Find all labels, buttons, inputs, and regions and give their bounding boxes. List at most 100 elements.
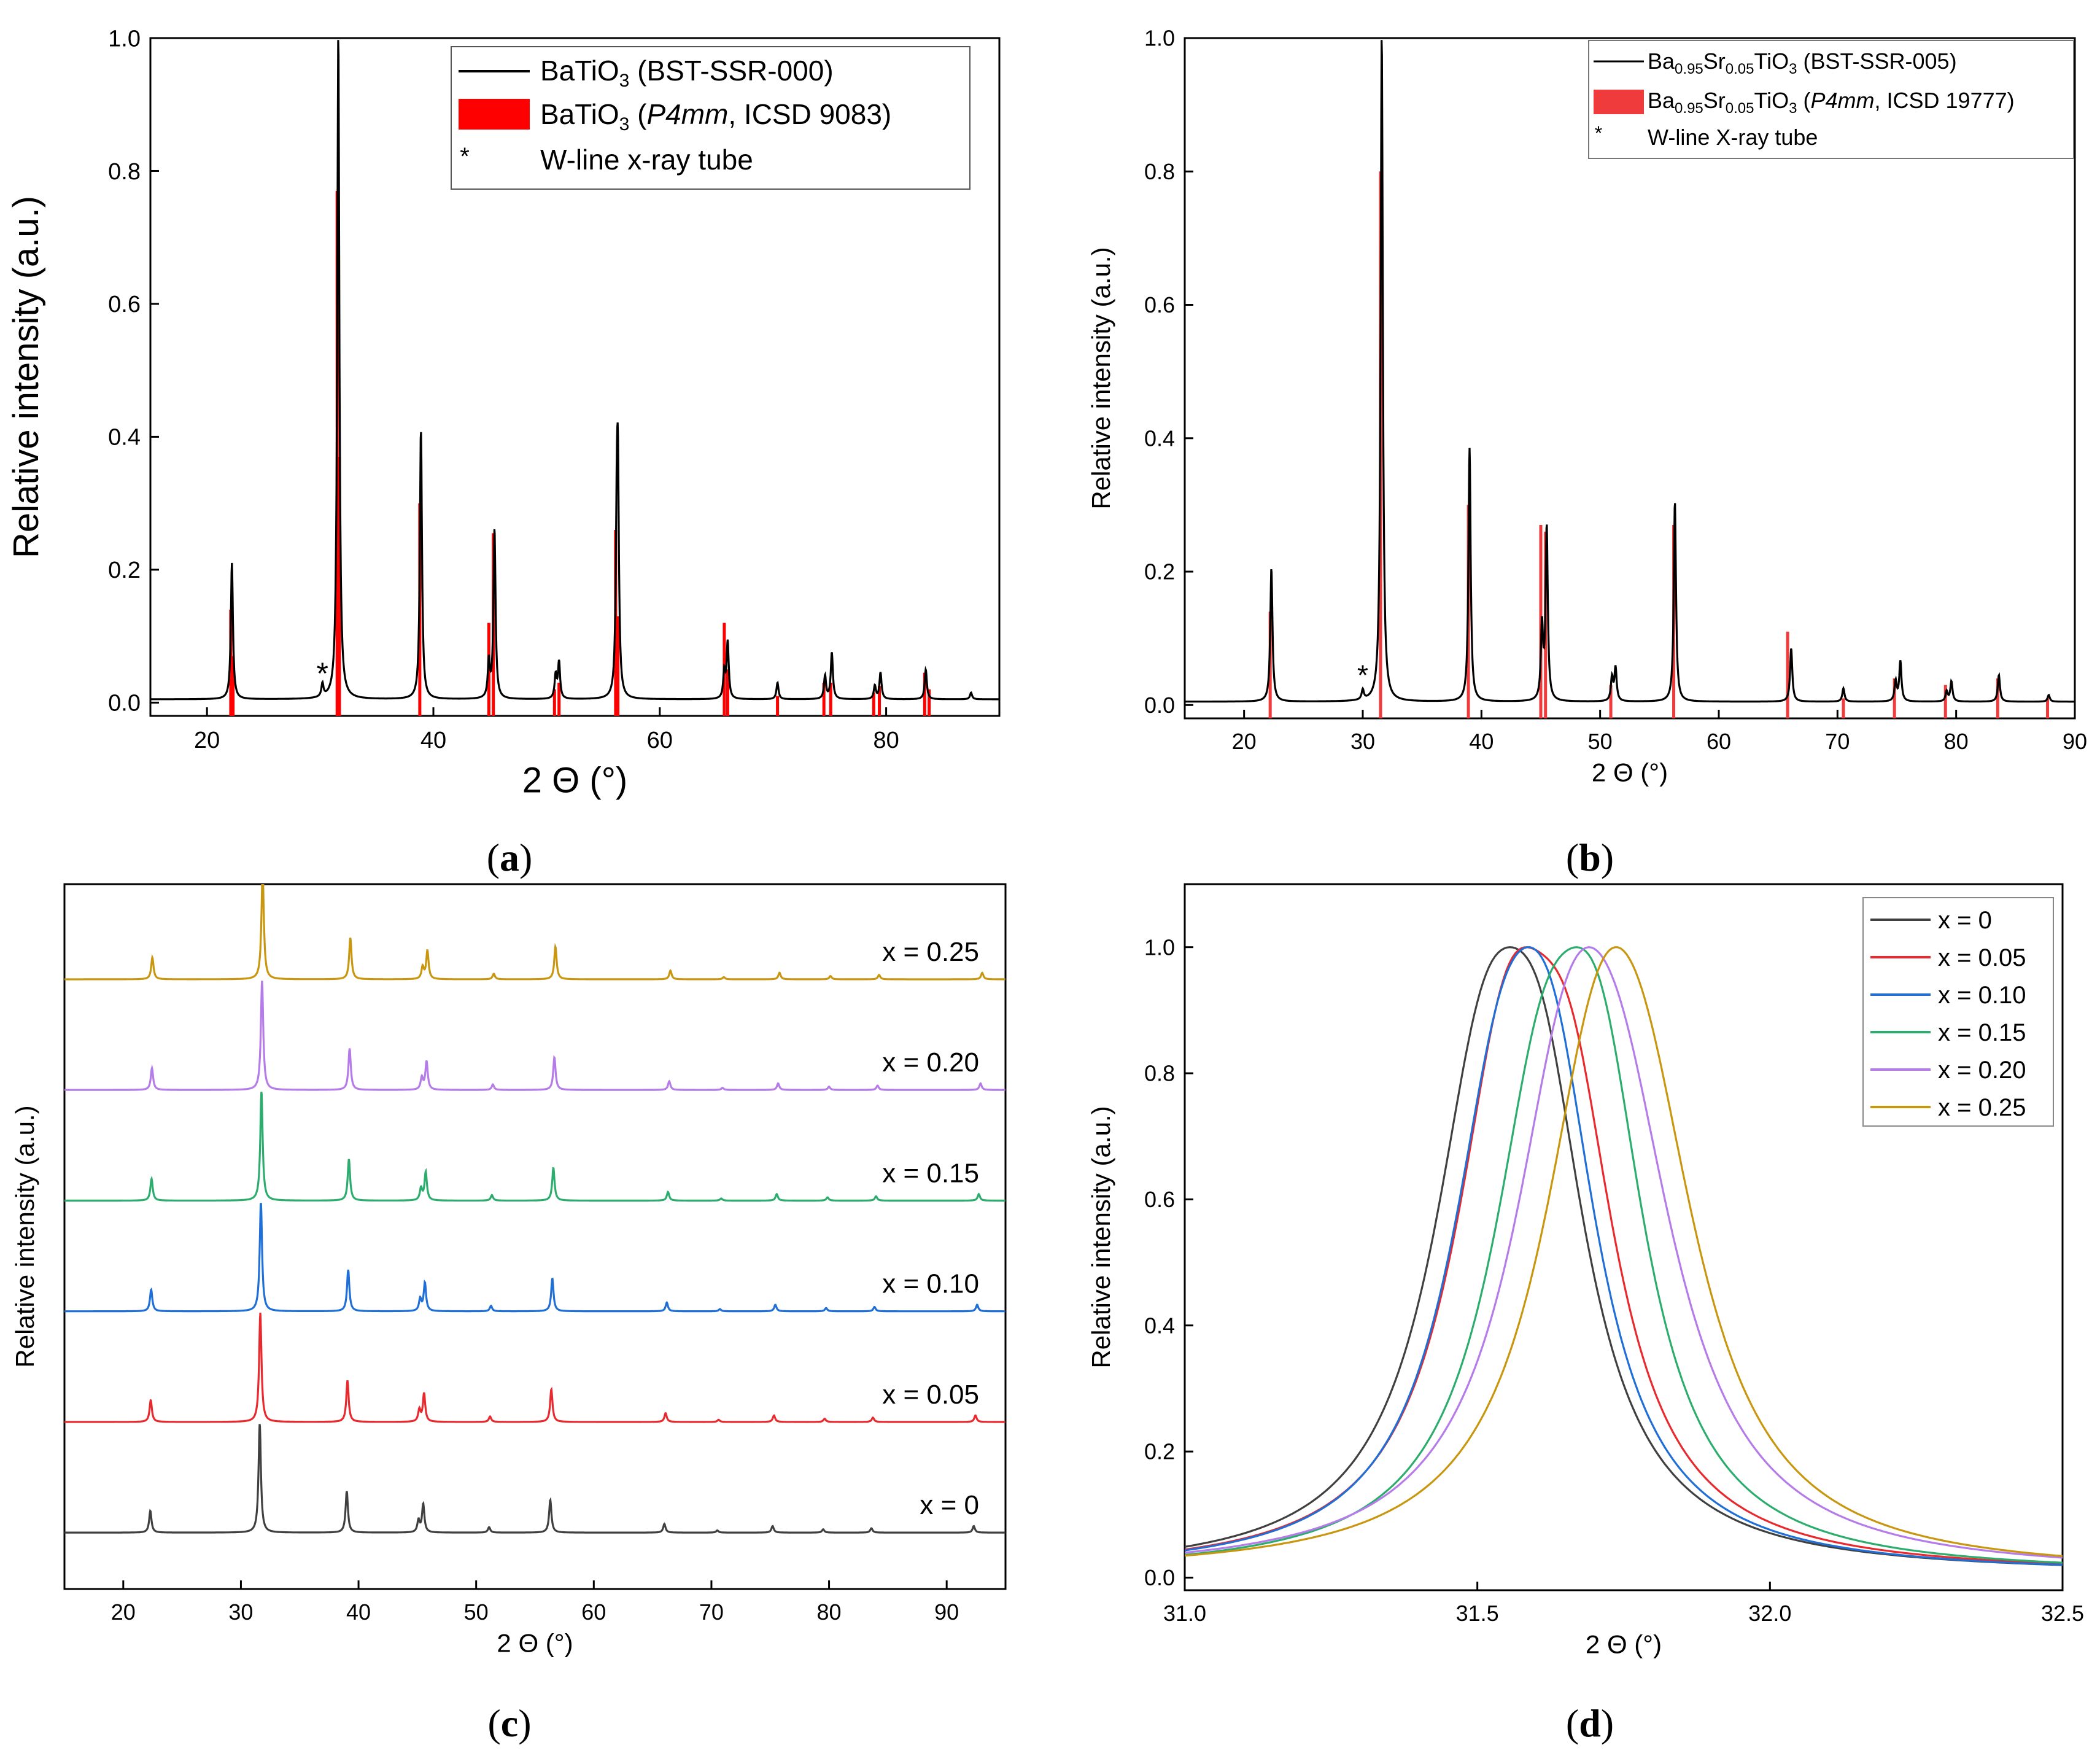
x-axis-label: 2 Θ (°): [497, 1629, 573, 1658]
plot-frame: [1184, 37, 2076, 720]
legend-entry-observed: BaTiO3 (BST-SSR-000): [540, 55, 834, 91]
stacked-pattern-line: [64, 981, 1005, 1091]
y-axis-label: Relative intensity (a.u.): [1087, 247, 1115, 509]
stacked-pattern-line: [64, 884, 1005, 981]
plot-area: [1185, 946, 2063, 1566]
y-tick-label: 1.0: [1144, 934, 1175, 960]
peak-profile-line: [1185, 946, 2063, 1557]
x-tick-label: 70: [1825, 729, 1850, 754]
x-tick-label: 40: [346, 1599, 371, 1625]
legend: BaTiO3 (BST-SSR-000) BaTiO3 (P4mm, ICSD 9…: [451, 46, 971, 190]
legend-entry-w-line: W-line x-ray tube: [540, 144, 753, 176]
stacked-pattern-line: [64, 1202, 1005, 1313]
legend-bar-swatch: [1594, 90, 1644, 114]
x-tick-label: 31.0: [1163, 1601, 1206, 1626]
annotation-star: *: [1357, 659, 1368, 691]
series-label: x = 0: [920, 1490, 979, 1520]
x-tick-label: 60: [1707, 729, 1731, 754]
plot-frame: [1184, 883, 2064, 1591]
legend: x = 0 x = 0.05 x = 0.10 x = 0.15 x = 0.20 x =…: [1862, 897, 2054, 1127]
y-tick-label: 0.2: [1144, 1439, 1175, 1464]
stacked-pattern-line: [64, 1424, 1005, 1534]
y-tick-label: 1.0: [1144, 26, 1175, 51]
legend-entry: x = 0.20: [1938, 1057, 2026, 1084]
x-tick-label: 31.5: [1456, 1601, 1499, 1626]
legend-entry-w-line: W-line X-ray tube: [1648, 125, 1818, 150]
legend-entry: x = 0.05: [1938, 944, 2026, 971]
peak-profile-line: [1185, 946, 2063, 1559]
x-axis-label: 2 Θ (°): [522, 761, 627, 801]
legend-entry-observed: Ba0.95Sr0.05TiO3 (BST-SSR-005): [1648, 49, 1957, 77]
plot-area: [1185, 40, 2075, 718]
legend-star-symbol: *: [460, 143, 470, 170]
x-axis-label: 2 Θ (°): [1586, 1630, 1662, 1659]
panel-label-a: (a): [487, 836, 533, 879]
panel-b-chart: 20 30 40 50 60 70 80 90 0.0 0.2 0.4 0.6 0.8 1.0 2 Θ (°…: [1087, 26, 2087, 787]
y-axis-label: Relative intensity (a.u.): [10, 1105, 39, 1367]
x-tick-label: 20: [111, 1599, 136, 1625]
x-tick-label: 80: [1944, 729, 1969, 754]
x-tick-label: 30: [1350, 729, 1375, 754]
y-tick-label: 0.0: [1144, 1565, 1175, 1590]
legend: Ba0.95Sr0.05TiO3 (BST-SSR-005) Ba0.95Sr0.…: [1588, 40, 2074, 159]
panel-a-chart: 20 40 60 80 0.0 0.2 0.4 0.6 0.8 1.0 2 Θ (°) Relativ…: [6, 26, 1001, 801]
y-tick-label: 0.6: [108, 292, 141, 317]
y-tick-label: 1.0: [108, 26, 141, 52]
y-tick-label: 0.8: [108, 159, 141, 185]
y-axis-label: Relative intensity (a.u.): [1087, 1106, 1115, 1368]
y-tick-label: 0.6: [1144, 292, 1175, 317]
plot-area: [64, 884, 1005, 1534]
legend-bar-swatch: [459, 99, 530, 130]
legend-entry-reference: BaTiO3 (P4mm, ICSD 9083): [540, 98, 891, 134]
xrd-pattern-line: [150, 40, 999, 701]
plot-frame: [63, 883, 1007, 1590]
legend-box: [1862, 897, 2054, 1127]
panel-label-d: (d): [1566, 1701, 1614, 1745]
x-tick-label: 80: [873, 728, 899, 753]
y-tick-label: 0.0: [108, 691, 141, 717]
x-tick-label: 70: [699, 1599, 724, 1625]
x-tick-label: 20: [1232, 729, 1257, 754]
y-tick-label: 0.8: [1144, 1061, 1175, 1086]
x-tick-label: 32.5: [2041, 1601, 2084, 1626]
panel-c-chart: 20 30 40 50 60 70 80 90 2 Θ (°) Relative intensit…: [10, 883, 1007, 1658]
legend-star-symbol: *: [1595, 122, 1602, 144]
x-tick-label: 50: [464, 1599, 489, 1625]
x-tick-label: 40: [1469, 729, 1494, 754]
peak-profile-line: [1185, 946, 2063, 1566]
panel-label-c: (c): [487, 1701, 531, 1745]
y-tick-label: 0.2: [108, 557, 141, 583]
legend-entry-reference: Ba0.95Sr0.05TiO3 (P4mm, ICSD 19777): [1648, 88, 2015, 117]
series-label: x = 0.10: [882, 1269, 979, 1299]
legend-entry: x = 0.10: [1938, 982, 2026, 1009]
x-tick-label: 40: [420, 728, 446, 753]
panel-label-b: (b): [1566, 836, 1614, 879]
plot-frame: [149, 37, 1001, 717]
x-tick-label: 90: [2063, 729, 2087, 754]
annotation-star: *: [317, 656, 328, 691]
series-label: x = 0.05: [882, 1380, 979, 1410]
stacked-pattern-line: [64, 1092, 1005, 1202]
legend-entry: x = 0.25: [1938, 1094, 2026, 1121]
series-label: x = 0.15: [882, 1158, 979, 1188]
stacked-pattern-line: [64, 1312, 1005, 1423]
x-tick-label: 60: [647, 728, 673, 753]
x-tick-label: 32.0: [1748, 1601, 1791, 1626]
panel-d-chart: 31.0 31.5 32.0 32.5 0.0 0.2 0.4 0.6 0.8 1.0 2 Θ (°…: [1087, 883, 2084, 1659]
legend-box: [1588, 40, 2074, 159]
y-tick-label: 0.8: [1144, 159, 1175, 184]
series-label: x = 0.20: [882, 1047, 979, 1078]
y-tick-label: 0.4: [108, 425, 141, 451]
xrd-pattern-line: [1185, 40, 2075, 703]
series-label: x = 0.25: [882, 937, 979, 967]
x-tick-label: 90: [934, 1599, 959, 1625]
y-tick-label: 0.0: [1144, 693, 1175, 718]
x-tick-label: 80: [817, 1599, 842, 1625]
x-tick-label: 60: [581, 1599, 606, 1625]
y-tick-label: 0.6: [1144, 1187, 1175, 1212]
x-tick-label: 30: [228, 1599, 253, 1625]
x-tick-label: 20: [194, 728, 220, 753]
legend-entry: x = 0.15: [1938, 1019, 2026, 1046]
legend-entry: x = 0: [1938, 907, 1992, 934]
